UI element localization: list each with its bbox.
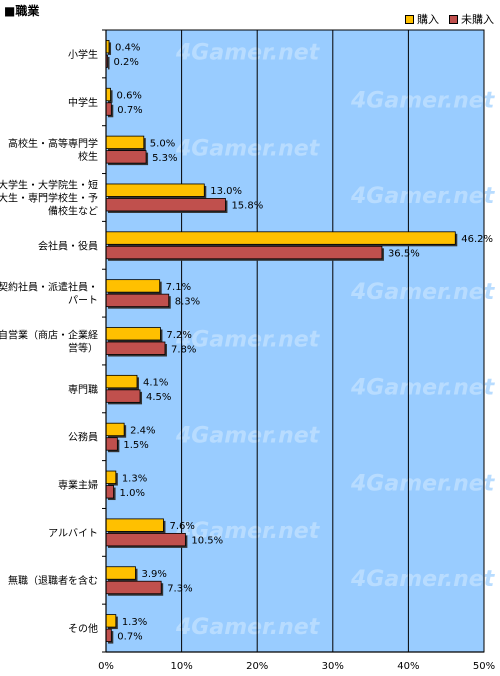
- category-label: 校生: [78, 150, 98, 163]
- bar-purchased: [105, 374, 138, 389]
- bar-not-purchased: [105, 293, 170, 308]
- data-label: 4.5%: [146, 392, 171, 403]
- category-label: 専門職: [68, 384, 98, 396]
- legend-swatch-not-purchased: [449, 14, 458, 24]
- category-label: 大生・専門学校生・予: [0, 191, 98, 204]
- x-tick-label: 0%: [98, 661, 114, 672]
- bar-not-purchased: [105, 532, 186, 547]
- bar-not-purchased: [105, 102, 112, 116]
- watermark-text: 4Gamer.net: [175, 136, 321, 161]
- data-label: 13.0%: [210, 186, 242, 197]
- bar-purchased: [105, 566, 136, 580]
- watermark-text: 4Gamer.net: [350, 376, 496, 401]
- category-label: 専業主婦: [58, 479, 98, 492]
- plot-area: [106, 30, 484, 652]
- data-label: 10.5%: [191, 536, 223, 547]
- x-tick-label: 50%: [473, 661, 495, 672]
- watermark-text: 4Gamer.net: [175, 423, 321, 448]
- category-label: アルバイト: [48, 527, 98, 539]
- category-label: その他: [68, 622, 98, 635]
- watermark-text: 4Gamer.net: [350, 184, 496, 209]
- data-label: 5.0%: [150, 138, 175, 149]
- data-label: 0.2%: [114, 57, 139, 68]
- watermark-text: 4Gamer.net: [175, 615, 321, 640]
- watermark-text: 4Gamer.net: [175, 519, 321, 544]
- category-label: パート: [68, 295, 98, 307]
- category-label: 小学生: [68, 48, 98, 61]
- data-label: 1.5%: [123, 440, 148, 451]
- data-label: 4.1%: [143, 378, 168, 389]
- data-label: 7.6%: [169, 521, 194, 532]
- watermark-text: 4Gamer.net: [350, 471, 496, 496]
- plot-border: [105, 29, 485, 653]
- bar-not-purchased: [105, 485, 114, 499]
- data-label: 7.3%: [167, 583, 192, 594]
- category-label: 無職（退職者を含む: [8, 574, 98, 587]
- bar-purchased: [105, 327, 161, 341]
- x-tick-label: 20%: [246, 661, 268, 672]
- bar-not-purchased: [105, 580, 162, 595]
- data-label: 7.8%: [171, 344, 196, 355]
- watermark-text: 4Gamer.net: [350, 567, 496, 592]
- category-label: 会社員・役員: [38, 239, 98, 252]
- data-label: 2.4%: [130, 425, 155, 436]
- category-label: 契約社員・派遣社員・: [0, 281, 98, 294]
- data-label: 1.3%: [122, 617, 147, 628]
- legend-item-purchased: 購入: [405, 11, 439, 27]
- chart-title: ■職業: [4, 4, 40, 18]
- bar-purchased: [105, 87, 111, 102]
- watermark-text: 4Gamer.net: [350, 89, 496, 114]
- watermark-text: 4Gamer.net: [350, 280, 496, 305]
- bar-purchased: [105, 231, 456, 245]
- x-tick-label: 40%: [397, 661, 419, 672]
- x-tick-label: 30%: [322, 661, 344, 672]
- bar-not-purchased: [105, 245, 383, 260]
- category-label: 中学生: [68, 96, 98, 109]
- legend-swatch-purchased: [405, 14, 414, 24]
- data-label: 36.5%: [388, 249, 420, 260]
- data-label: 3.9%: [141, 569, 166, 580]
- bar-purchased: [105, 279, 161, 293]
- legend-label-not-purchased: 未購入: [461, 13, 494, 26]
- bar-not-purchased: [105, 437, 118, 451]
- legend-label-purchased: 購入: [417, 13, 439, 26]
- bar-purchased: [105, 518, 164, 532]
- data-label: 7.2%: [166, 330, 191, 341]
- bar-not-purchased: [105, 341, 166, 355]
- data-label: 1.0%: [120, 488, 145, 499]
- bar-purchased: [105, 422, 125, 437]
- bar-shadow: [108, 56, 110, 70]
- category-label: 公務員: [68, 431, 98, 444]
- data-label: 0.7%: [117, 631, 142, 642]
- bar-purchased: [105, 135, 145, 150]
- data-label: 8.3%: [175, 296, 200, 307]
- data-label: 1.3%: [122, 473, 147, 484]
- bar-not-purchased: [105, 389, 141, 403]
- bar-shadow: [108, 42, 112, 55]
- data-label: 46.2%: [461, 234, 493, 245]
- legend: 購入 未購入: [405, 11, 494, 27]
- data-label: 15.8%: [231, 201, 263, 212]
- data-label: 0.6%: [117, 91, 142, 102]
- bar-purchased: [105, 183, 205, 197]
- legend-item-not-purchased: 未購入: [449, 11, 494, 27]
- category-label: 高校生・高等専門学: [8, 137, 98, 150]
- bar-not-purchased: [105, 198, 226, 212]
- x-tick-label: 10%: [170, 661, 192, 672]
- data-label: 5.3%: [152, 153, 177, 164]
- bar-purchased: [105, 614, 117, 628]
- watermark-text: 4Gamer.net: [175, 328, 321, 353]
- bar-not-purchased: [105, 628, 112, 642]
- watermark-text: 4Gamer.net: [175, 41, 321, 66]
- data-label: 0.4%: [115, 43, 140, 54]
- bar-not-purchased: [105, 150, 147, 164]
- data-label: 0.7%: [117, 105, 142, 116]
- category-label: 大学生・大学院生・短: [0, 178, 98, 191]
- bar-purchased: [105, 470, 117, 484]
- data-label: 7.1%: [166, 282, 191, 293]
- category-label: 営等）: [68, 342, 98, 355]
- category-label: 自営業（商店・企業経: [0, 329, 98, 342]
- category-label: 備校生など: [48, 204, 98, 217]
